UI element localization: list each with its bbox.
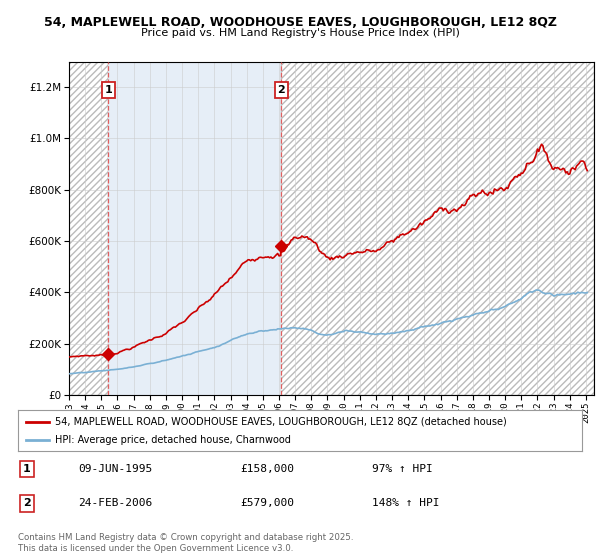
- Text: HPI: Average price, detached house, Charnwood: HPI: Average price, detached house, Char…: [55, 435, 290, 445]
- Text: 54, MAPLEWELL ROAD, WOODHOUSE EAVES, LOUGHBOROUGH, LE12 8QZ: 54, MAPLEWELL ROAD, WOODHOUSE EAVES, LOU…: [44, 16, 557, 29]
- Text: 2: 2: [278, 85, 285, 95]
- Bar: [69, 62, 109, 395]
- Text: 09-JUN-1995: 09-JUN-1995: [78, 464, 152, 474]
- Text: £158,000: £158,000: [240, 464, 294, 474]
- Text: Price paid vs. HM Land Registry's House Price Index (HPI): Price paid vs. HM Land Registry's House …: [140, 28, 460, 38]
- Text: 1: 1: [23, 464, 31, 474]
- Text: 1: 1: [104, 85, 112, 95]
- Text: Contains HM Land Registry data © Crown copyright and database right 2025.
This d: Contains HM Land Registry data © Crown c…: [18, 533, 353, 553]
- Text: 2: 2: [23, 498, 31, 508]
- Text: 54, MAPLEWELL ROAD, WOODHOUSE EAVES, LOUGHBOROUGH, LE12 8QZ (detached house): 54, MAPLEWELL ROAD, WOODHOUSE EAVES, LOU…: [55, 417, 506, 427]
- Text: 148% ↑ HPI: 148% ↑ HPI: [372, 498, 439, 508]
- Bar: [281, 62, 594, 395]
- Text: 24-FEB-2006: 24-FEB-2006: [78, 498, 152, 508]
- Text: £579,000: £579,000: [240, 498, 294, 508]
- Bar: [109, 62, 281, 395]
- Bar: [69, 62, 109, 395]
- Text: 97% ↑ HPI: 97% ↑ HPI: [372, 464, 433, 474]
